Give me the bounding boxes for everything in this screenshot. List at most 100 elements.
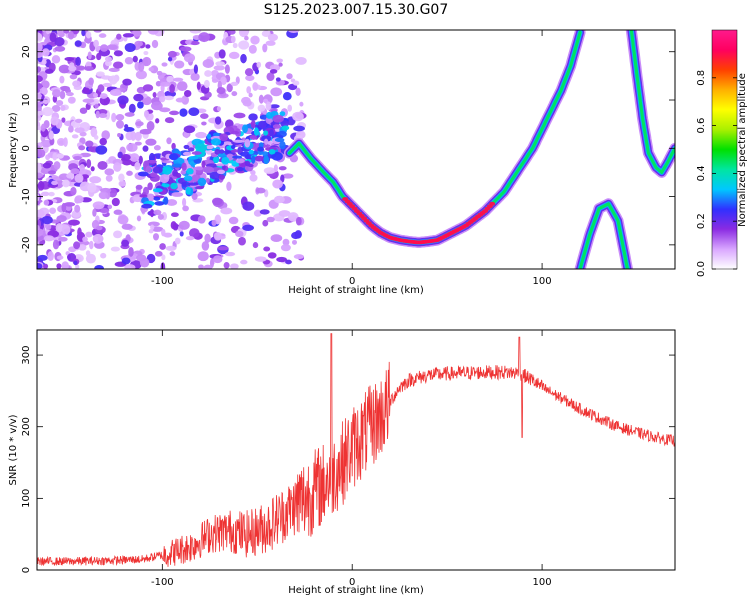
- noise-blob: [252, 242, 259, 249]
- noise-blob: [126, 143, 138, 152]
- snr-series-line: [37, 333, 675, 567]
- noise-blob: [88, 77, 94, 86]
- noise-blob: [90, 127, 98, 138]
- noise-blob: [167, 56, 173, 62]
- noise-blob: [121, 257, 131, 265]
- diagonal-blob: [212, 156, 220, 164]
- diagonal-blob: [272, 114, 284, 123]
- noise-blob: [287, 104, 293, 112]
- diagonal-blob: [147, 159, 157, 164]
- noise-blob: [282, 173, 294, 179]
- noise-blob: [122, 33, 135, 38]
- noise-blob: [105, 174, 113, 182]
- diagonal-blob: [159, 174, 170, 184]
- noise-blob: [56, 263, 62, 269]
- diagonal-blob: [175, 173, 182, 178]
- diagonal-blob: [261, 135, 272, 142]
- y-tick-label: 100: [21, 489, 32, 508]
- noise-blob: [238, 30, 249, 38]
- noise-blob: [191, 192, 198, 200]
- noise-blob: [71, 134, 79, 139]
- noise-blob: [267, 33, 279, 42]
- noise-blob: [96, 52, 102, 61]
- noise-blob: [248, 92, 253, 98]
- noise-blob: [58, 236, 68, 242]
- noise-blob: [63, 30, 70, 34]
- noise-blob: [163, 232, 173, 238]
- noise-blob: [288, 30, 300, 33]
- noise-blob: [137, 101, 144, 109]
- noise-blob: [262, 219, 269, 227]
- noise-blob: [151, 101, 163, 111]
- noise-blob: [128, 246, 134, 257]
- noise-blob: [213, 65, 226, 71]
- noise-blob: [148, 229, 154, 234]
- noise-blob: [254, 256, 267, 262]
- spectrogram-border: [36, 29, 676, 270]
- noise-blob: [228, 30, 236, 35]
- diagonal-blob: [145, 165, 152, 173]
- diagonal-blob: [161, 166, 172, 175]
- noise-blob: [138, 155, 143, 165]
- noise-blob: [97, 84, 105, 93]
- noise-blob: [295, 56, 307, 65]
- noise-blob: [124, 124, 129, 129]
- noise-blob: [179, 108, 188, 117]
- noise-blob: [37, 193, 40, 202]
- colorbar-tick-label: 0.8: [696, 70, 707, 86]
- noise-blob: [143, 50, 149, 56]
- diagonal-blob: [223, 150, 232, 154]
- noise-blob: [68, 65, 77, 72]
- diagonal-blob: [154, 201, 165, 206]
- noise-blob: [179, 231, 184, 237]
- colorbar-tick-label: 0.0: [696, 261, 707, 277]
- y-tick-label: -20: [21, 237, 32, 253]
- noise-blob: [134, 40, 143, 47]
- noise-blob: [224, 251, 236, 257]
- noise-blob: [134, 131, 142, 142]
- noise-blob: [115, 113, 125, 121]
- noise-blob: [250, 169, 256, 176]
- noise-blob: [211, 219, 217, 227]
- noise-blob: [204, 70, 212, 77]
- noise-blob: [196, 81, 201, 90]
- noise-blob: [183, 125, 196, 134]
- diagonal-blob: [248, 149, 254, 155]
- x-tick-label: 0: [349, 276, 355, 287]
- diagonal-blob: [274, 137, 285, 143]
- noise-blob: [248, 44, 257, 54]
- noise-blob: [182, 197, 187, 207]
- noise-blob: [183, 90, 192, 97]
- noise-blob: [256, 61, 262, 68]
- noise-blob: [175, 97, 186, 103]
- noise-blob: [153, 233, 159, 241]
- noise-blob: [109, 88, 122, 97]
- noise-blob: [43, 199, 50, 206]
- noise-blob: [269, 104, 280, 109]
- noise-blob: [201, 241, 210, 251]
- noise-blob: [37, 75, 43, 83]
- noise-blob: [102, 82, 112, 88]
- noise-blob: [85, 250, 91, 257]
- colorbar-gradient: [711, 29, 738, 270]
- diagonal-blob: [137, 171, 149, 177]
- noise-blob: [61, 202, 67, 213]
- noise-blob: [79, 164, 85, 172]
- noise-blob: [67, 96, 76, 104]
- noise-blob: [78, 145, 86, 151]
- noise-blob: [68, 219, 80, 226]
- noise-blob: [153, 145, 161, 151]
- noise-blob: [95, 110, 100, 119]
- diagonal-blob: [215, 163, 225, 167]
- noise-blob: [202, 59, 215, 68]
- noise-blob: [144, 110, 149, 118]
- right-curve-band: [629, 30, 675, 174]
- noise-blob: [170, 221, 177, 230]
- hotspot: [489, 201, 496, 206]
- y-tick-label: -10: [21, 188, 32, 204]
- noise-blob: [216, 106, 221, 112]
- noise-blob: [37, 82, 43, 90]
- noise-blob: [117, 95, 129, 105]
- diagonal-blob: [210, 138, 222, 146]
